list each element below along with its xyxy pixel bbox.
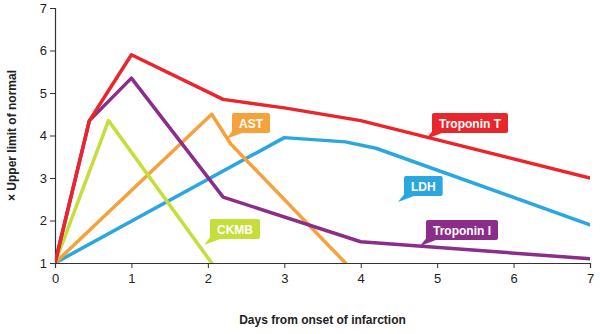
x-tick: 5 xyxy=(434,263,441,286)
x-tick-mark xyxy=(514,263,515,268)
series-label: Troponin T xyxy=(426,113,508,139)
y-tick: 4 xyxy=(40,128,55,143)
series-line xyxy=(55,121,212,263)
y-tick-mark xyxy=(50,136,55,137)
series-label-text: Troponin I xyxy=(433,224,491,238)
y-tick-label: 1 xyxy=(40,256,47,271)
series-line xyxy=(55,78,590,263)
x-tick-label: 3 xyxy=(281,271,288,286)
chart: 012345671234567LDHASTCKMBTroponin ITropo… xyxy=(0,0,600,334)
y-tick: 1 xyxy=(40,256,55,271)
series-line xyxy=(55,55,590,263)
x-tick-label: 6 xyxy=(510,271,517,286)
series-line xyxy=(55,114,345,263)
x-axis-title: Days from onset of infarction xyxy=(239,313,406,327)
y-tick: 7 xyxy=(40,1,55,16)
chart-container: 012345671234567LDHASTCKMBTroponin ITropo… xyxy=(0,0,600,334)
x-tick-mark xyxy=(131,263,132,268)
y-axis-line xyxy=(50,9,56,264)
x-tick: 0 xyxy=(52,263,59,286)
series-label-text: CKMB xyxy=(217,223,253,237)
y-tick-label: 2 xyxy=(40,213,47,228)
series-label-text: AST xyxy=(239,117,264,131)
series-label-box xyxy=(404,176,443,196)
series-label-box xyxy=(210,219,260,239)
y-axis-title: × Upper limit of normal xyxy=(5,70,19,201)
y-tick-mark xyxy=(50,221,55,222)
lines xyxy=(55,55,590,263)
x-tick-mark xyxy=(361,263,362,268)
series-label: LDH xyxy=(398,176,443,202)
y-tick-label: 3 xyxy=(40,171,47,186)
x-tick-label: 5 xyxy=(434,271,441,286)
x-axis: 0 1 2 3 4 5 6 7 xyxy=(52,263,594,286)
series-label-text: Troponin T xyxy=(439,117,502,131)
y-tick-mark xyxy=(50,8,55,9)
y-tick-mark xyxy=(50,263,55,264)
series-label: Troponin I xyxy=(420,220,498,246)
y-tick-label: 5 xyxy=(40,86,47,101)
y-tick-mark xyxy=(50,93,55,94)
plot: 012345671234567 xyxy=(40,1,594,286)
y-tick-label: 7 xyxy=(40,1,47,16)
x-tick-mark xyxy=(437,263,438,268)
x-tick-mark xyxy=(284,263,285,268)
x-tick: 4 xyxy=(358,263,365,286)
y-axis: 1 2 3 4 5 6 7 xyxy=(40,1,56,271)
series-label-box xyxy=(232,113,270,133)
series-label-box xyxy=(426,220,498,240)
x-tick-label: 7 xyxy=(587,271,594,286)
series-label: CKMB xyxy=(204,219,260,245)
y-tick-mark xyxy=(50,178,55,179)
x-tick: 6 xyxy=(510,263,517,286)
series-label: AST xyxy=(226,113,270,139)
y-tick: 3 xyxy=(40,171,55,186)
x-tick: 2 xyxy=(205,263,212,286)
x-tick: 1 xyxy=(128,263,135,286)
y-tick-mark xyxy=(50,51,55,52)
x-tick-label: 2 xyxy=(205,271,212,286)
series-label-text: LDH xyxy=(411,180,436,194)
y-tick: 6 xyxy=(40,43,55,58)
x-tick-label: 4 xyxy=(358,271,365,286)
x-tick-mark xyxy=(590,263,591,268)
y-tick: 5 xyxy=(40,86,55,101)
y-tick-label: 4 xyxy=(40,128,47,143)
x-tick-label: 1 xyxy=(128,271,135,286)
x-tick-mark xyxy=(208,263,209,268)
y-tick-label: 6 xyxy=(40,43,47,58)
series-label-box xyxy=(432,113,508,133)
x-axis-line xyxy=(56,264,591,269)
x-tick: 7 xyxy=(587,263,594,286)
x-tick: 3 xyxy=(281,263,288,286)
series-labels: LDH AST CKMB Troponin I Troponin T xyxy=(204,113,508,246)
y-tick: 2 xyxy=(40,213,55,228)
x-tick-label: 0 xyxy=(52,271,59,286)
